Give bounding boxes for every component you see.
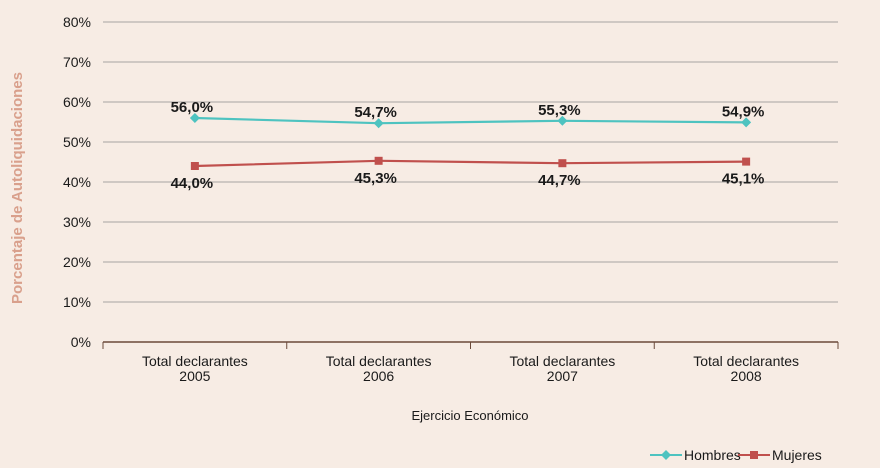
y-tick-label: 10% (63, 294, 91, 310)
data-label: 54,7% (354, 104, 397, 121)
data-point (742, 157, 751, 166)
data-point (741, 117, 752, 128)
y-tick-label: 0% (71, 334, 91, 350)
x-tick-label: Total declarantes (509, 353, 615, 369)
data-label: 44,7% (538, 172, 581, 189)
data-labels: 56,0% 54,7% 55,3% 54,9% 44,0% 45,3% 44,7% 45,1% (171, 99, 765, 192)
x-tick-label: 2007 (547, 368, 578, 384)
data-label: 55,3% (538, 102, 581, 119)
data-point (558, 159, 567, 168)
legend-label: Hombres (684, 447, 741, 463)
x-tick-label: Total declarantes (326, 353, 432, 369)
y-tick-label: 40% (63, 174, 91, 190)
x-axis-title: Ejercicio Económico (411, 408, 528, 423)
series (189, 113, 752, 170)
y-tick-label: 80% (63, 14, 91, 30)
x-tick-label: 2008 (731, 368, 762, 384)
legend-marker (661, 450, 671, 460)
y-tick-label: 50% (63, 134, 91, 150)
legend-marker (750, 451, 758, 459)
legend-label: Mujeres (772, 447, 822, 463)
data-point (190, 162, 199, 170)
data-label: 44,0% (171, 175, 214, 192)
data-label: 45,1% (722, 171, 765, 188)
x-tick-label: Total declarantes (142, 353, 248, 369)
axes: 0% 10% 20% 30% 40% 50% 60% 70% 80% Total declaran… (63, 14, 839, 384)
x-tick-label: 2006 (363, 368, 394, 384)
y-tick-label: 30% (63, 214, 91, 230)
y-tick-label: 60% (63, 94, 91, 110)
series-line-mujeres (194, 159, 747, 168)
data-point (374, 156, 383, 165)
y-axis-title: Porcentaje de Autoliquidaciones (9, 72, 26, 304)
data-point (557, 115, 568, 126)
y-tick-label: 70% (63, 54, 91, 70)
data-label: 54,9% (722, 103, 765, 120)
y-tick-label: 20% (63, 254, 91, 270)
data-point (189, 113, 200, 123)
series-line-hombres (194, 116, 747, 125)
x-tick-label: Total declarantes (693, 353, 799, 369)
legend: Hombres Mujeres (650, 447, 822, 463)
gridlines (103, 21, 838, 303)
data-point (373, 118, 384, 129)
data-label: 56,0% (171, 99, 214, 116)
data-label: 45,3% (354, 170, 397, 187)
x-tick-label: 2005 (179, 368, 210, 384)
